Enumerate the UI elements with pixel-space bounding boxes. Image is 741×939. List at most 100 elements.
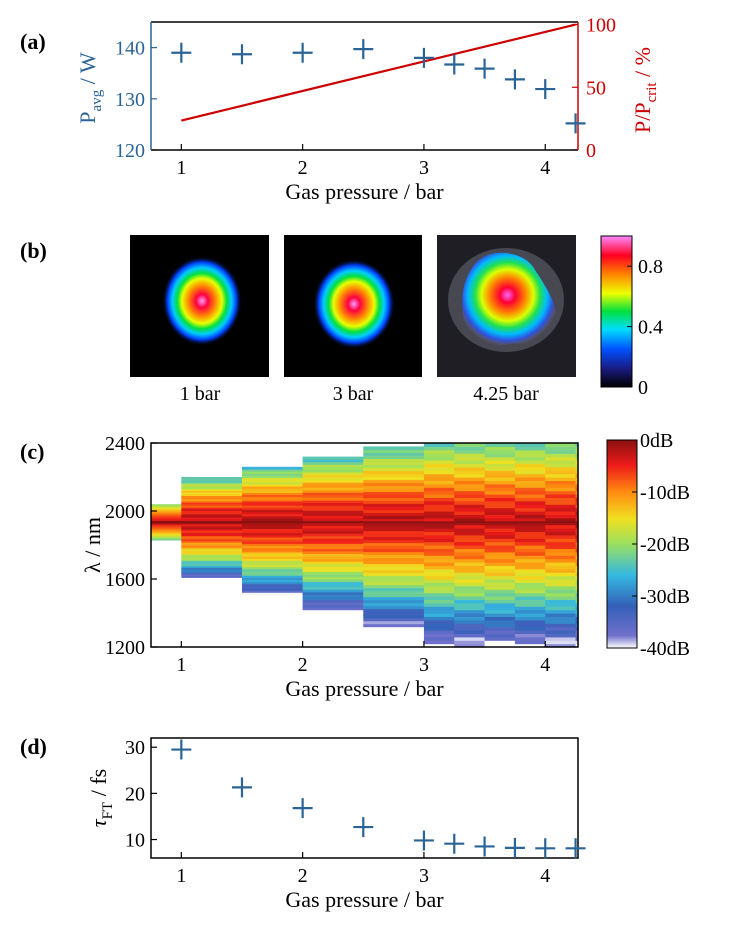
c-spectrum-cell — [181, 490, 243, 493]
c-spectrum-cell — [363, 446, 425, 451]
c-spectrum-cell — [454, 616, 486, 621]
c-spectrum-cell — [363, 506, 425, 511]
c-spectrum-cell — [545, 449, 577, 454]
c-spectrum-cell — [181, 512, 243, 515]
c-spectrum-cell — [484, 623, 516, 628]
c-spectrum-cell — [454, 606, 486, 611]
c-spectrum-cell — [423, 443, 455, 447]
c-spectrum-cell — [302, 533, 364, 537]
c-spectrum-cell — [514, 585, 546, 590]
c-spectrum-cell — [423, 626, 455, 631]
beam-spot-1 — [162, 256, 242, 346]
c-spectrum-cell — [575, 531, 579, 536]
c-spectrum-cell — [423, 500, 455, 505]
c-spectrum-cell — [363, 605, 425, 610]
c-spectrum-cell — [181, 548, 243, 552]
c-spectrum-cell — [363, 545, 425, 550]
d-ytick-label: 10 — [125, 830, 145, 852]
d-tau-point — [231, 777, 252, 798]
c-spectrum-cell — [363, 470, 425, 475]
c-spectrum-cell — [181, 558, 243, 562]
c-spectrum-cell — [545, 606, 577, 611]
c-spectrum-cell — [302, 489, 364, 493]
d-ytick-label: 20 — [125, 783, 145, 805]
c-spectrum-cell — [423, 538, 455, 543]
c-spectrum-cell — [363, 536, 425, 541]
c-spectrum-cell — [545, 575, 577, 580]
c-spectrum-cell — [484, 619, 516, 624]
c-spectrum-cell — [363, 476, 425, 481]
c-spectrum-cell — [484, 585, 516, 590]
c-spectrum-cell — [423, 504, 455, 509]
c-spectrum-cell — [363, 485, 425, 490]
c-spectrum-cell — [545, 579, 577, 583]
c-spectrum-cell — [181, 540, 243, 543]
c-spectrum-cell — [302, 464, 364, 468]
c-spectrum-cell — [514, 609, 546, 614]
c-spectrum-cell — [514, 630, 546, 634]
c-spectrum-cell — [545, 545, 577, 549]
a-pavg-point — [444, 54, 465, 75]
c-spectrum-cell — [545, 568, 577, 573]
c-spectrum-cell — [575, 453, 579, 458]
c-spectrum-cell — [302, 479, 364, 483]
a-y2tick-label: 100 — [586, 15, 616, 37]
c-spectrum-cell — [484, 511, 516, 515]
c-spectrum-cell — [423, 524, 455, 529]
c-spectrum-cell — [454, 541, 486, 546]
c-spectrum-cell — [363, 614, 425, 619]
d-tau-point — [565, 838, 586, 859]
c-spectrum-cell — [575, 470, 579, 475]
c-spectrum-cell — [575, 616, 579, 621]
c-spectrum-cell — [454, 500, 486, 505]
c-spectrum-cell — [302, 499, 364, 504]
c-spectrum-cell — [575, 494, 579, 498]
c-spectrum-cell — [302, 558, 364, 562]
c-spectrum-cell — [423, 643, 455, 648]
c-spectrum-cell — [241, 560, 304, 564]
panel-a: 1 2 3 4 Gas pressure / bar 120 130 140 0 50 100 Pav… — [75, 15, 660, 204]
c-spectrum-cell — [484, 592, 516, 597]
c-spectrum-cell — [484, 565, 516, 570]
c-spectrum-cell — [575, 606, 579, 611]
c-spectrum-cell — [423, 609, 455, 614]
beam-caption-1: 1 bar — [180, 383, 221, 405]
c-spectrum-cell — [241, 545, 304, 549]
c-spectrum-cell — [454, 555, 486, 560]
c-xtick-label: 2 — [298, 654, 308, 676]
c-spectrum-cell — [484, 517, 516, 522]
c-spectrum-cell — [575, 548, 579, 553]
c-spectrum-cell — [454, 514, 486, 519]
c-spectrum-cell — [151, 504, 182, 506]
c-cbar-tick-label: 0dB — [640, 430, 673, 452]
c-spectrum-cell — [484, 538, 516, 543]
c-spectrum-cell — [363, 578, 425, 583]
c-spectrum-cell — [241, 511, 304, 515]
c-spectrum-cell — [454, 494, 486, 498]
c-spectrum-cell — [514, 517, 546, 522]
c-spectrum-cell — [241, 502, 304, 506]
c-spectrum-cell — [302, 571, 364, 575]
c-spectrum-cell — [514, 599, 546, 604]
c-spectrum-cell — [545, 521, 577, 526]
c-spectrum-cell — [181, 542, 243, 545]
panel-b: 1 bar 3 bar 4.25 bar 0 0.4 0.8 — [130, 235, 663, 405]
c-spectrum-cell — [545, 582, 577, 587]
c-xlabel: Gas pressure / bar — [285, 676, 444, 701]
c-spectrum-cell — [484, 545, 516, 549]
c-spectrum-cell — [514, 500, 546, 505]
c-spectrum-cell — [575, 619, 579, 624]
c-spectrum-cell — [241, 522, 304, 525]
c-spectrum-cell — [545, 470, 577, 475]
c-spectrum-cell — [181, 488, 243, 491]
c-spectrum-cell — [423, 565, 455, 570]
c-spectrum-cell — [454, 562, 486, 566]
c-spectrum-cell — [575, 463, 579, 468]
c-spectrum-cell — [302, 556, 364, 560]
c-spectrum-cell — [484, 453, 516, 458]
a-pavg-point — [565, 113, 586, 134]
c-spectrum-cell — [181, 497, 243, 500]
c-spectrum-cell — [514, 623, 546, 628]
c-spectrum-cell — [514, 626, 546, 631]
c-spectrum-cell — [241, 471, 304, 474]
